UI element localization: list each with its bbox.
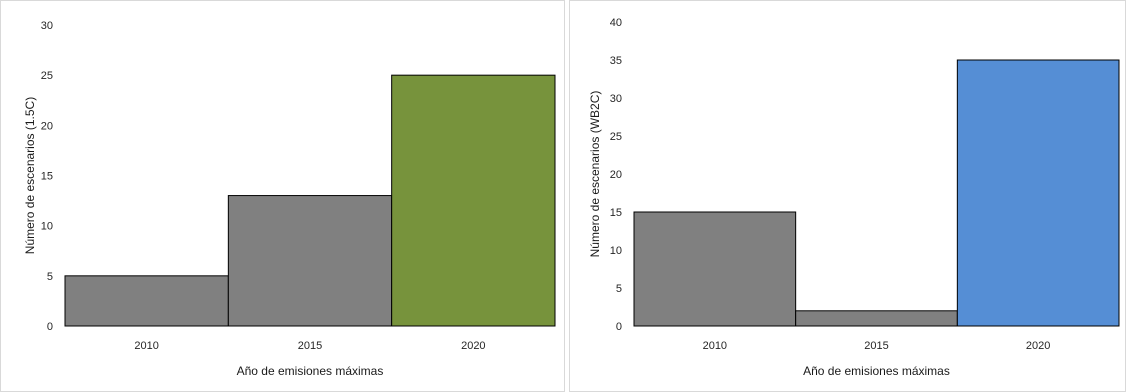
bar-2015	[227, 195, 393, 327]
x-tick-label: 2015	[298, 340, 322, 352]
histogram-wb2c: 0 5 10 15 20 25 30 35 40 2010 2015 2020 Año de emisi…	[588, 17, 1120, 378]
y-tick-label: 5	[616, 283, 622, 295]
bar-2020	[956, 59, 1120, 327]
y-tick-label: 15	[41, 171, 53, 183]
y-tick-label: 15	[610, 207, 622, 219]
y-axis-title: Número de escenarios (1.5C)	[23, 97, 37, 254]
y-axis-title: Número de escenarios (WB2C)	[588, 91, 602, 258]
y-tick-label: 30	[41, 20, 53, 32]
bar-2020	[391, 74, 556, 327]
y-tick-label: 40	[610, 17, 622, 29]
y-tick-label: 0	[47, 321, 53, 333]
y-tick-label: 35	[610, 55, 622, 67]
chart-panel-1p5c: 0 5 10 15 20 25 30 2010 2015 2020 Año de emisiones…	[0, 0, 565, 392]
x-tick-label: 2020	[1026, 340, 1050, 352]
x-tick-label: 2010	[703, 340, 727, 352]
bar-2010	[64, 275, 229, 327]
histogram-1p5c: 0 5 10 15 20 25 30 2010 2015 2020 Año de emisiones…	[23, 20, 556, 378]
y-tick-label: 10	[41, 221, 53, 233]
bar-2015	[795, 310, 958, 327]
x-axis-title: Año de emisiones máximas	[237, 364, 384, 378]
y-tick-label: 25	[610, 131, 622, 143]
y-tick-label: 25	[41, 70, 53, 82]
y-tick-label: 10	[610, 245, 622, 257]
x-axis-title: Año de emisiones máximas	[803, 364, 950, 378]
x-tick-label: 2015	[864, 340, 888, 352]
y-tick-label: 5	[47, 271, 53, 283]
x-tick-label: 2010	[134, 340, 158, 352]
x-tick-label: 2020	[461, 340, 485, 352]
chart-panel-wb2c: 0 5 10 15 20 25 30 35 40 2010 2015 2020 Año de emisi…	[569, 0, 1126, 392]
y-tick-label: 30	[610, 93, 622, 105]
y-tick-label: 20	[610, 169, 622, 181]
y-tick-label: 20	[41, 120, 53, 132]
y-tick-label: 0	[616, 321, 622, 333]
bar-2010	[633, 211, 797, 327]
